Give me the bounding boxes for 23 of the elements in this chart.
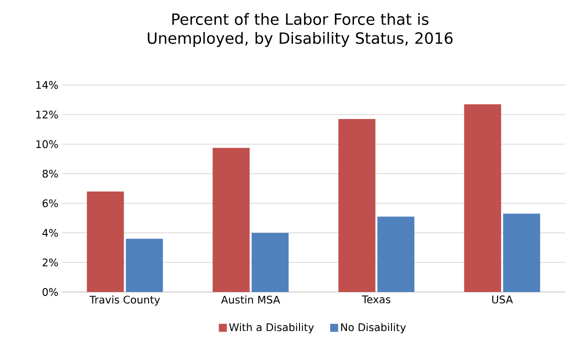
x-tick-label: Texas <box>362 296 390 304</box>
x-tick-label: Austin MSA <box>221 296 280 304</box>
bar <box>252 232 289 292</box>
y-tick-label: 14% <box>36 81 58 89</box>
y-tick-label: 10% <box>36 140 58 148</box>
bar <box>377 216 414 292</box>
y-tick-label: 0% <box>42 288 58 296</box>
x-tick-label: USA <box>492 296 513 304</box>
x-tick-label: Travis County <box>90 296 160 306</box>
legend-label: No Disability <box>341 323 406 334</box>
bar <box>126 238 163 292</box>
y-tick-label: 6% <box>42 199 58 208</box>
y-tick-label: 12% <box>36 110 58 119</box>
bar <box>503 214 540 292</box>
bar <box>464 104 502 292</box>
y-tick-label: 2% <box>42 258 58 266</box>
bar <box>212 148 250 292</box>
chart-title: Percent of the Labor Force that is Unemployed, by Disability Status, 2016 <box>148 13 453 47</box>
legend-label: With a Disability <box>229 323 314 334</box>
y-tick-label: 4% <box>42 228 58 237</box>
bar <box>86 191 124 292</box>
bar <box>338 119 376 292</box>
y-tick-label: 8% <box>42 170 58 178</box>
